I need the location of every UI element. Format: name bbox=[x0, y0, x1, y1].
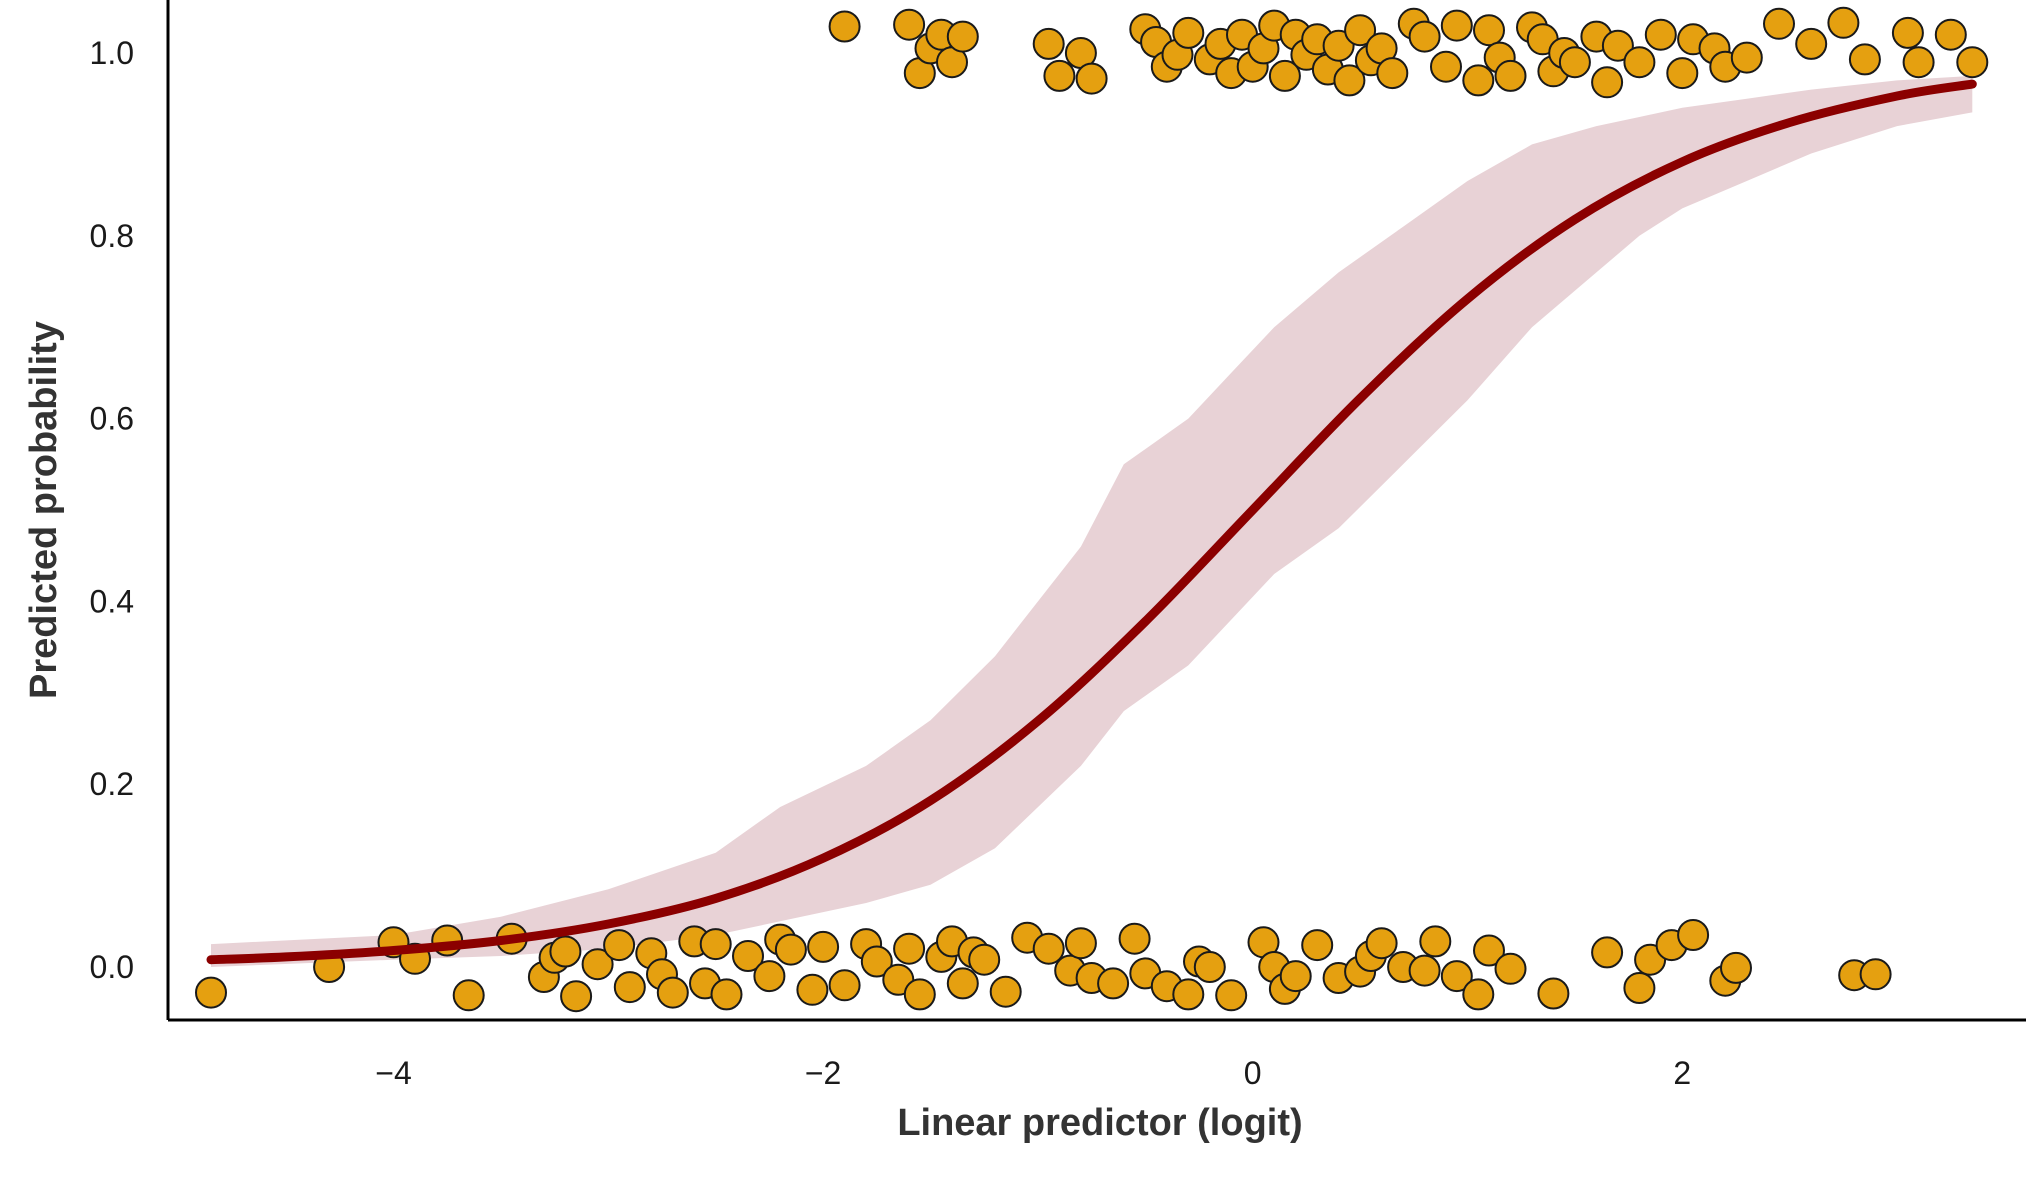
data-point bbox=[549, 935, 582, 968]
data-point bbox=[1440, 960, 1473, 993]
data-point bbox=[1462, 978, 1495, 1011]
data-point bbox=[1344, 14, 1377, 47]
data-point bbox=[1365, 927, 1398, 960]
data-point bbox=[946, 20, 979, 53]
data-point bbox=[1376, 57, 1409, 90]
data-point bbox=[1730, 41, 1763, 74]
data-point bbox=[1666, 57, 1699, 90]
data-point bbox=[1859, 958, 1892, 991]
data-point bbox=[1558, 46, 1591, 79]
x-tick-label: −4 bbox=[375, 1055, 411, 1091]
outcome-0-points bbox=[195, 919, 1892, 1013]
data-point bbox=[1644, 18, 1677, 51]
data-point bbox=[1591, 66, 1624, 99]
data-point bbox=[699, 928, 732, 961]
y-tick-label: 0.0 bbox=[90, 949, 134, 985]
y-tick-label: 0.6 bbox=[90, 401, 134, 437]
data-point bbox=[1430, 50, 1462, 83]
data-point bbox=[581, 948, 614, 981]
data-point bbox=[968, 943, 1001, 976]
x-tick-label: 2 bbox=[1673, 1055, 1691, 1091]
data-point bbox=[1279, 960, 1312, 993]
data-point bbox=[893, 932, 926, 965]
data-point bbox=[1591, 936, 1624, 969]
data-point bbox=[1193, 951, 1226, 983]
x-axis-title: Linear predictor (logit) bbox=[897, 1102, 1302, 1144]
data-point bbox=[1848, 43, 1881, 76]
data-point bbox=[1623, 972, 1656, 1004]
data-point bbox=[828, 10, 861, 43]
data-point bbox=[946, 967, 979, 1000]
data-point bbox=[560, 980, 593, 1013]
data-point bbox=[1473, 14, 1505, 47]
data-point bbox=[1215, 979, 1248, 1012]
data-point bbox=[1827, 6, 1860, 39]
fitted-curve bbox=[206, 79, 1977, 965]
data-point bbox=[1032, 27, 1065, 60]
data-point bbox=[1408, 954, 1441, 987]
data-point bbox=[613, 971, 646, 1004]
data-point bbox=[1322, 29, 1355, 62]
x-tick-label: −2 bbox=[805, 1055, 841, 1091]
data-point bbox=[452, 979, 485, 1012]
data-point bbox=[603, 929, 636, 962]
data-point bbox=[1677, 919, 1710, 951]
data-point bbox=[1902, 46, 1935, 79]
data-point bbox=[656, 976, 689, 1009]
y-tick-label: 0.8 bbox=[90, 218, 134, 254]
y-tick-label: 0.4 bbox=[90, 583, 134, 619]
data-point bbox=[1494, 59, 1527, 92]
data-point bbox=[1623, 46, 1656, 79]
data-point bbox=[1720, 951, 1752, 984]
data-point bbox=[774, 933, 807, 966]
data-point bbox=[1934, 18, 1967, 51]
data-point bbox=[1064, 927, 1097, 960]
data-point bbox=[1097, 967, 1130, 1000]
outcome-1-points bbox=[828, 6, 1989, 99]
data-point bbox=[1032, 932, 1065, 965]
data-point bbox=[732, 940, 764, 972]
y-axis-ticks: 0.0 0.2 0.4 0.6 0.8 1.0 bbox=[90, 35, 134, 985]
data-point bbox=[1956, 46, 1989, 79]
data-point bbox=[1268, 59, 1301, 92]
data-point bbox=[807, 930, 840, 963]
x-axis-ticks: −4 −2 0 2 bbox=[375, 1055, 1691, 1091]
data-point bbox=[1172, 16, 1205, 49]
y-tick-label: 1.0 bbox=[90, 35, 134, 71]
data-point bbox=[1301, 929, 1334, 962]
data-point bbox=[903, 978, 936, 1011]
data-point bbox=[1537, 977, 1570, 1010]
data-point bbox=[1891, 16, 1924, 49]
y-tick-label: 0.2 bbox=[90, 766, 134, 802]
x-tick-label: 0 bbox=[1244, 1055, 1262, 1091]
confidence-band bbox=[211, 75, 1973, 967]
data-point bbox=[1333, 64, 1366, 97]
data-point bbox=[1601, 29, 1634, 62]
data-point bbox=[1473, 934, 1505, 967]
data-point bbox=[710, 978, 743, 1011]
data-point bbox=[1494, 952, 1527, 985]
data-point bbox=[893, 8, 926, 41]
data-point bbox=[753, 960, 786, 993]
data-point bbox=[1075, 62, 1108, 95]
data-point bbox=[860, 945, 893, 978]
data-point bbox=[1172, 978, 1205, 1011]
data-point bbox=[989, 975, 1022, 1008]
data-point bbox=[1440, 9, 1473, 42]
data-point bbox=[1763, 7, 1795, 40]
data-point bbox=[796, 973, 829, 1006]
data-point bbox=[1118, 922, 1151, 955]
data-point bbox=[1795, 27, 1828, 60]
y-axis-title: Predicted probability bbox=[23, 321, 65, 699]
data-point bbox=[828, 969, 861, 1002]
data-point bbox=[195, 976, 227, 1009]
data-point bbox=[1043, 59, 1076, 92]
data-point bbox=[1462, 64, 1495, 97]
data-point bbox=[1408, 20, 1441, 53]
data-point bbox=[1419, 925, 1452, 958]
